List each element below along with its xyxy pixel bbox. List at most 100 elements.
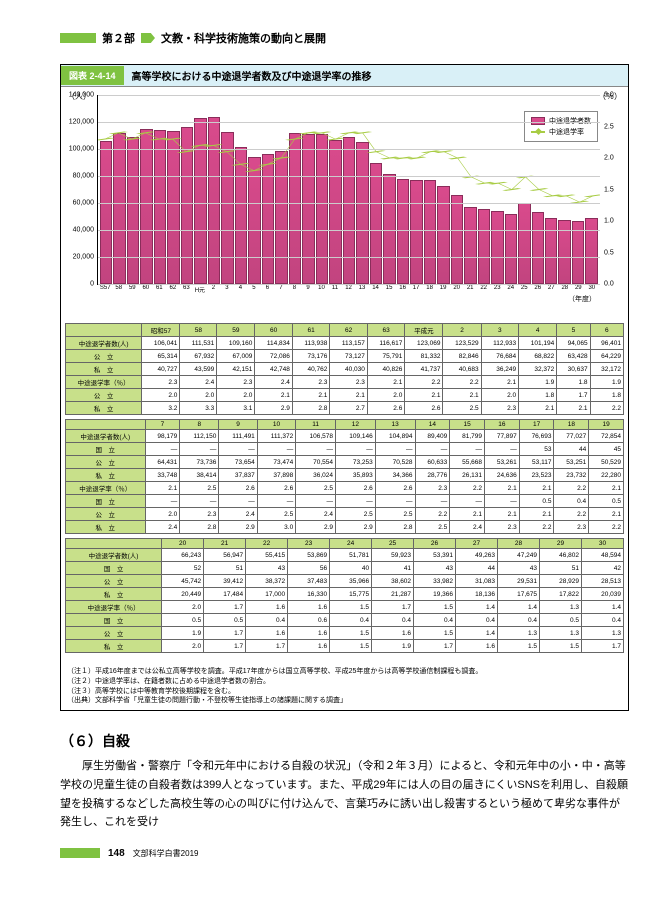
- page-footer: 148 文部科学白書2019: [60, 848, 629, 859]
- table-header: 15: [450, 420, 485, 430]
- bar: [100, 141, 112, 284]
- table-header: 30: [581, 539, 623, 549]
- bar: [181, 127, 193, 284]
- table-cell: 113,938: [292, 337, 329, 350]
- table-cell: 中途退学率（％）: [66, 482, 146, 495]
- table-cell: 1.8: [590, 389, 623, 402]
- table-cell: 2.0: [142, 389, 180, 402]
- table-cell: 2.9: [296, 521, 336, 534]
- x-tick: 2: [207, 285, 220, 294]
- table-header: 21: [204, 539, 246, 549]
- table-cell: 65,314: [142, 350, 180, 363]
- table-cell: 24,636: [484, 469, 519, 482]
- table-cell: 51: [204, 562, 246, 575]
- table-header: 2: [443, 324, 481, 337]
- table-cell: 1.9: [590, 376, 623, 389]
- table-header: 62: [330, 324, 367, 337]
- bar: [275, 151, 287, 284]
- table-cell: 40,030: [330, 363, 367, 376]
- table-header: 17: [519, 420, 554, 430]
- table-cell: 37,837: [219, 469, 257, 482]
- x-tick: 19: [437, 285, 450, 294]
- table-cell: 55,415: [246, 549, 288, 562]
- table-cell: 46,802: [540, 549, 582, 562]
- footer-text: 文部科学白書2019: [133, 848, 199, 859]
- bar: [370, 163, 382, 284]
- table-cell: 21,287: [372, 588, 414, 601]
- table-cell: 81,799: [450, 430, 485, 443]
- table-cell: 2.3: [330, 376, 367, 389]
- table-cell: 31,083: [456, 575, 498, 588]
- table-cell: 42,151: [217, 363, 255, 376]
- bars-container: [98, 95, 600, 284]
- chart-plot: 020,00040,00060,00080,000100,000120,0001…: [97, 95, 600, 285]
- table-cell: 2.6: [257, 482, 295, 495]
- table-cell: 73,736: [180, 456, 219, 469]
- table-cell: 111,531: [180, 337, 217, 350]
- table-cell: 1.3: [498, 627, 540, 640]
- table-cell: 2.2: [554, 482, 589, 495]
- table-cell: 1.3: [581, 627, 623, 640]
- table-cell: 0.4: [498, 614, 540, 627]
- table-cell: 112,933: [481, 337, 518, 350]
- table-cell: 2.1: [405, 389, 443, 402]
- bar: [505, 214, 517, 284]
- x-tick: 60: [140, 285, 153, 294]
- table-cell: 32,372: [519, 363, 557, 376]
- table-cell: 106,578: [296, 430, 336, 443]
- table-cell: 20,449: [162, 588, 204, 601]
- table-cell: 17,675: [498, 588, 540, 601]
- table-cell: 中途退学者数(人): [66, 549, 162, 562]
- figure-label: 図表 2-4-14: [61, 66, 124, 85]
- table-cell: 2.4: [180, 376, 217, 389]
- figure-notes: （注１）平成16年度までは公私立高等学校を調査。平成17年度からは国立高等学校、…: [61, 663, 628, 710]
- table-cell: 私 立: [66, 521, 146, 534]
- table-cell: 2.4: [219, 508, 257, 521]
- table-cell: 77,897: [484, 430, 519, 443]
- table-cell: 国 立: [66, 495, 146, 508]
- table-cell: 56,947: [204, 549, 246, 562]
- table-cell: 2.3: [554, 521, 589, 534]
- bar: [262, 154, 274, 284]
- table-cell: 73,253: [335, 456, 375, 469]
- table-header: 6: [590, 324, 623, 337]
- gridline: [98, 257, 600, 258]
- table-cell: 0.4: [456, 614, 498, 627]
- table-header: 28: [498, 539, 540, 549]
- x-tick: 59: [126, 285, 139, 294]
- figure-title: 高等学校における中途退学者数及び中途退学率の推移: [124, 65, 380, 86]
- x-tick: 10: [315, 285, 328, 294]
- table-cell: 1.7: [204, 640, 246, 653]
- bar: [316, 134, 328, 284]
- table-cell: 0.4: [246, 614, 288, 627]
- bar: [437, 186, 449, 284]
- x-tick: 58: [113, 285, 126, 294]
- note-line: （注３）高等学校には中等教育学校後期課程を含む。: [67, 687, 622, 697]
- table-header: 63: [367, 324, 404, 337]
- table-cell: 45,742: [162, 575, 204, 588]
- table-cell: 60,633: [415, 456, 450, 469]
- table-cell: 1.4: [456, 601, 498, 614]
- table-cell: 20,039: [581, 588, 623, 601]
- table-cell: 44: [554, 443, 589, 456]
- table-cell: 96,401: [590, 337, 623, 350]
- body-paragraph: 厚生労働省・警察庁「令和元年中における自殺の状況」（令和２年３月）によると、令和…: [60, 757, 629, 832]
- bar: [140, 129, 152, 284]
- table-cell: 2.0: [145, 508, 180, 521]
- table-cell: 17,000: [246, 588, 288, 601]
- table-cell: 123,069: [405, 337, 443, 350]
- table-cell: 1.7: [246, 640, 288, 653]
- table-cell: 2.0: [162, 640, 204, 653]
- table-cell: 2.0: [217, 389, 255, 402]
- table-header: [66, 324, 142, 337]
- table-cell: 2.1: [145, 482, 180, 495]
- table-cell: 42: [581, 562, 623, 575]
- table-cell: 1.3: [540, 601, 582, 614]
- table-cell: 2.1: [255, 389, 292, 402]
- table-cell: 33,748: [145, 469, 180, 482]
- data-tables: 昭和57585960616263平成元23456中途退学者数(人)106,041…: [61, 317, 628, 663]
- x-axis-unit: （年度）: [97, 294, 600, 304]
- table-cell: 0.4: [330, 614, 372, 627]
- x-tick: 15: [383, 285, 396, 294]
- table-cell: 76,684: [481, 350, 518, 363]
